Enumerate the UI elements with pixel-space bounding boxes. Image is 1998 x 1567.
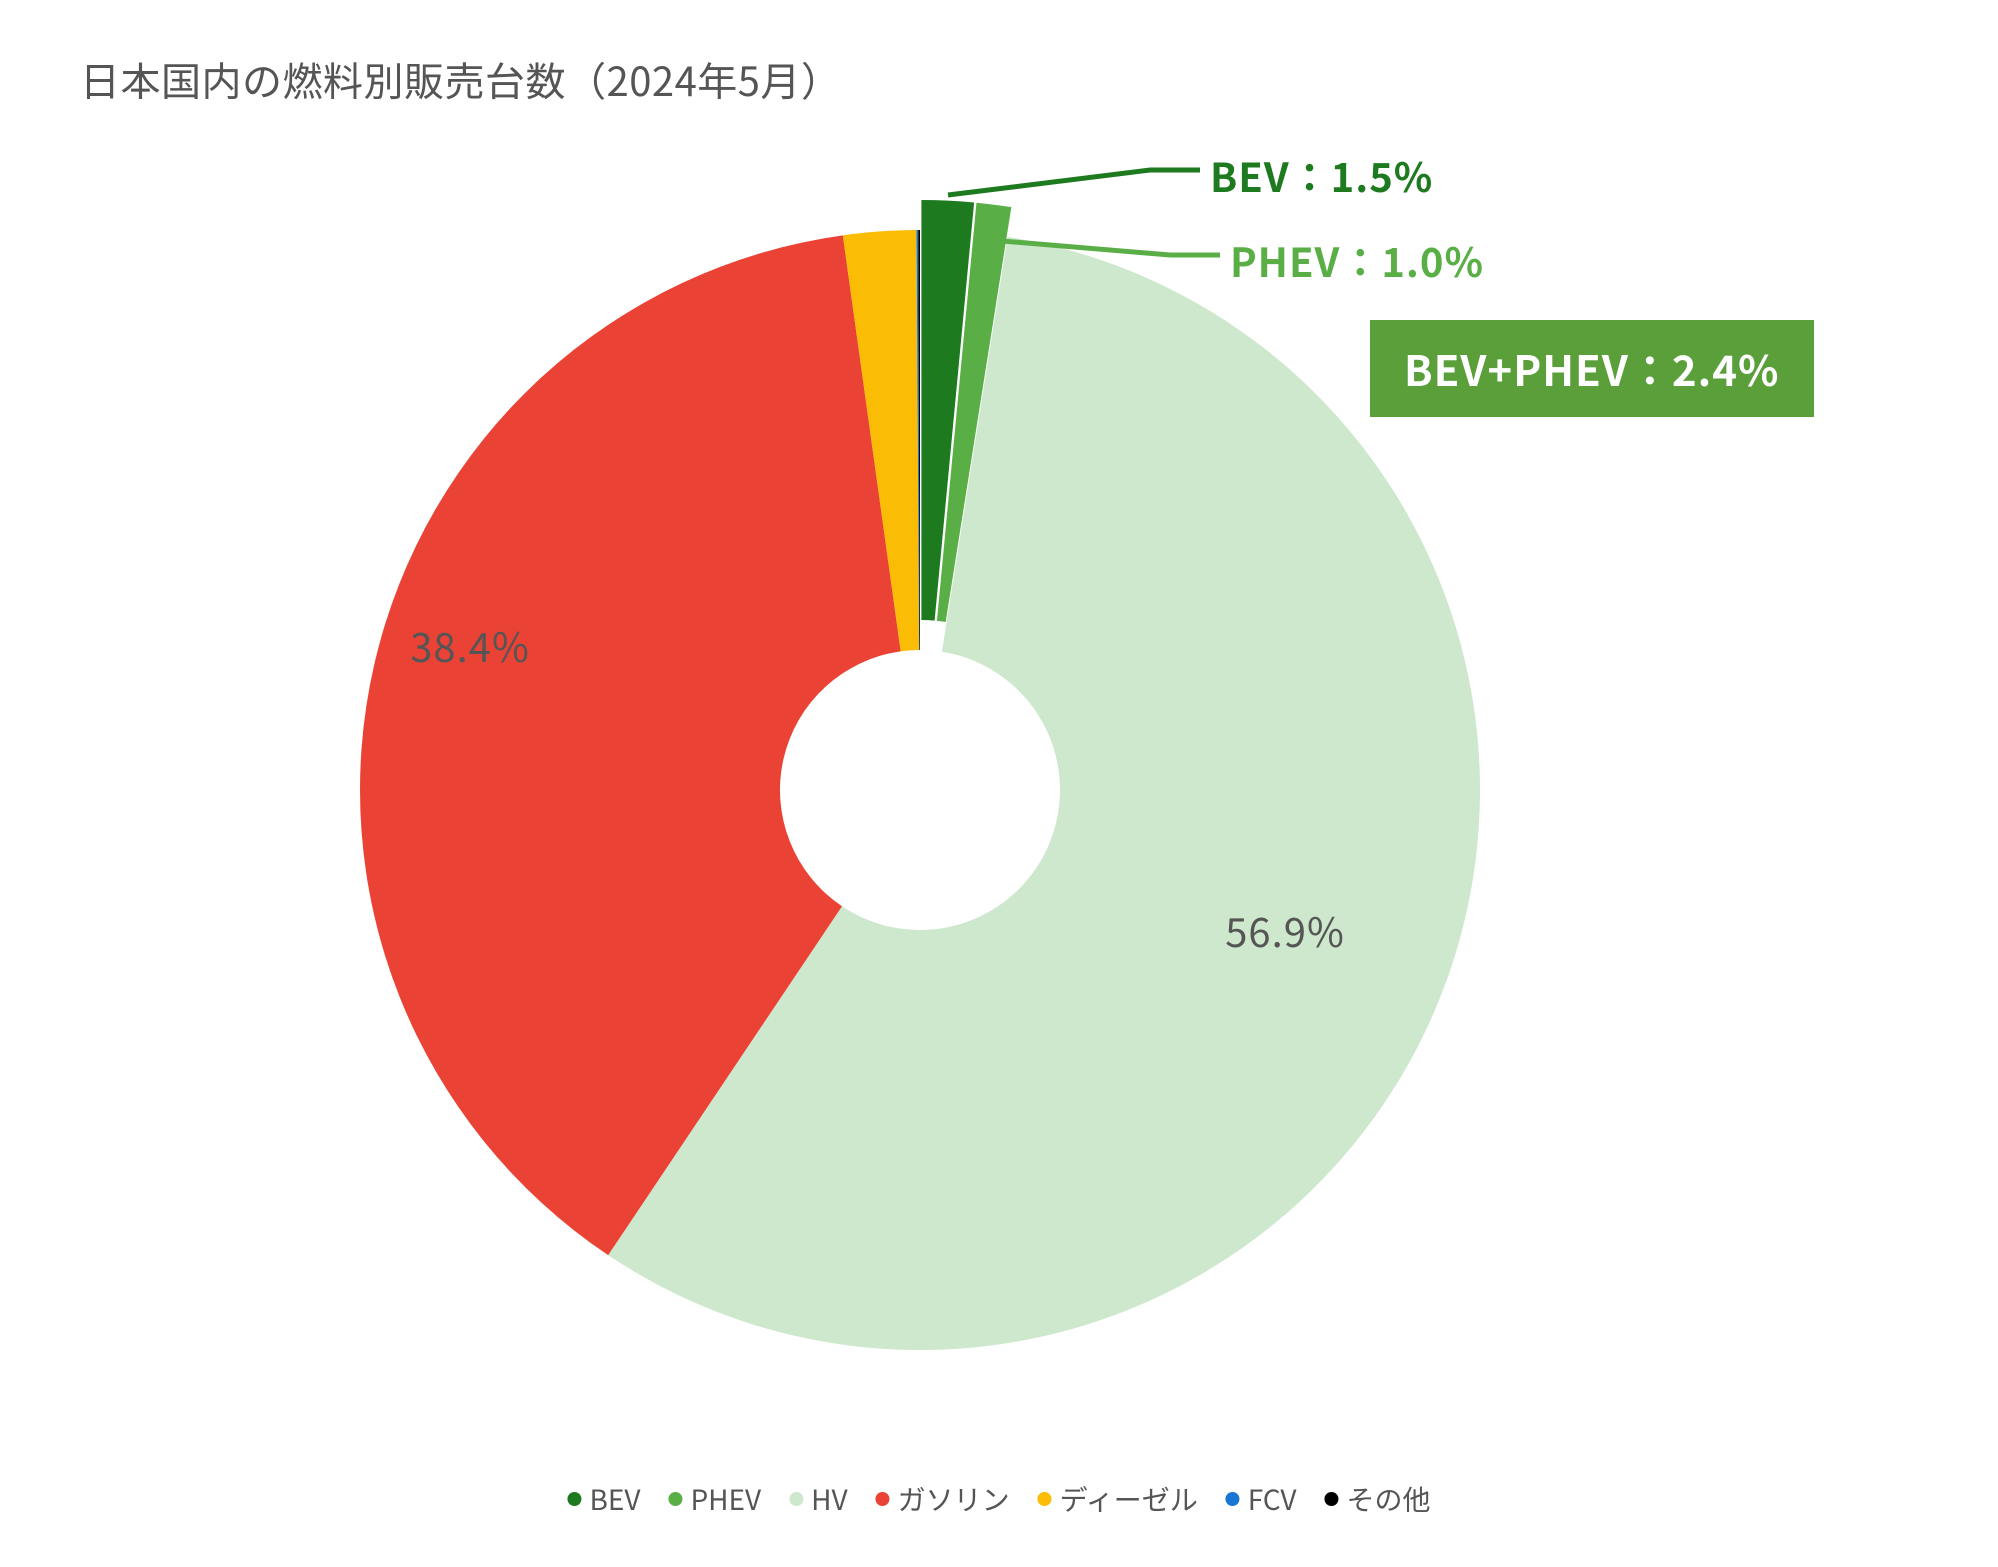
legend-item: BEV (567, 1479, 640, 1519)
legend-dot (1325, 1492, 1339, 1506)
legend-dot (789, 1492, 803, 1506)
chart-container: 日本国内の燃料別販売台数（2024年5月） 56.9% 38.4% BEV：1.… (0, 0, 1998, 1567)
legend: BEV PHEV HV ガソリン ディーゼル FCV その他 (567, 1479, 1430, 1519)
legend-label: BEV (589, 1479, 640, 1519)
legend-label: FCV (1248, 1479, 1297, 1519)
slice-label-hv: 56.9% (1225, 901, 1345, 959)
legend-item: ガソリン (876, 1479, 1010, 1519)
legend-item: その他 (1325, 1479, 1431, 1519)
legend-label: ガソリン (898, 1479, 1010, 1519)
legend-item: ディーゼル (1038, 1479, 1198, 1519)
donut-chart (0, 0, 1998, 1567)
legend-item: FCV (1226, 1479, 1297, 1519)
legend-dot (668, 1492, 682, 1506)
callout-leader (948, 170, 1200, 195)
legend-item: HV (789, 1479, 847, 1519)
legend-dot (1226, 1492, 1240, 1506)
legend-label: ディーゼル (1060, 1479, 1198, 1519)
callout-bev: BEV：1.5% (1210, 146, 1433, 204)
legend-dot (1038, 1492, 1052, 1506)
legend-label: HV (811, 1479, 847, 1519)
legend-label: PHEV (690, 1479, 761, 1519)
legend-dot (567, 1492, 581, 1506)
legend-dot (876, 1492, 890, 1506)
slice-label-gasoline: 38.4% (410, 616, 530, 674)
summary-badge: BEV+PHEV：2.4% (1370, 320, 1814, 417)
legend-label: その他 (1347, 1479, 1431, 1519)
legend-item: PHEV (668, 1479, 761, 1519)
callout-phev: PHEV：1.0% (1230, 231, 1484, 289)
